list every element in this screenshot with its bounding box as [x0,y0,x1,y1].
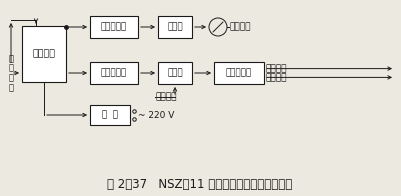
Text: 放大器: 放大器 [167,23,183,32]
Text: 湿度显示: 湿度显示 [230,23,251,32]
Text: 减湿信号: 减湿信号 [266,64,288,73]
Text: ~ 220 V: ~ 220 V [138,111,174,120]
Text: 测量电桥: 测量电桥 [32,50,55,58]
Bar [158,62,192,84]
Text: 放大器: 放大器 [167,68,183,77]
Bar [90,16,138,38]
Text: 射极源随器: 射极源随器 [101,23,127,32]
Text: 湿
度
给
定: 湿 度 给 定 [8,54,14,92]
Text: 差值调节: 差值调节 [156,93,178,102]
Text: 射极跟随器: 射极跟随器 [101,68,127,77]
Bar [214,62,264,84]
Text: 相敏放大器: 相敏放大器 [226,68,252,77]
Text: 增湿信号: 增湿信号 [266,73,288,82]
Bar [90,105,130,125]
Bar [90,62,138,84]
Text: 图 2－37   NSZ－11 湿度指示调节仪原理方框图: 图 2－37 NSZ－11 湿度指示调节仪原理方框图 [107,179,293,191]
Bar [22,26,66,82]
Bar [158,16,192,38]
Text: 电  源: 电 源 [102,111,118,120]
